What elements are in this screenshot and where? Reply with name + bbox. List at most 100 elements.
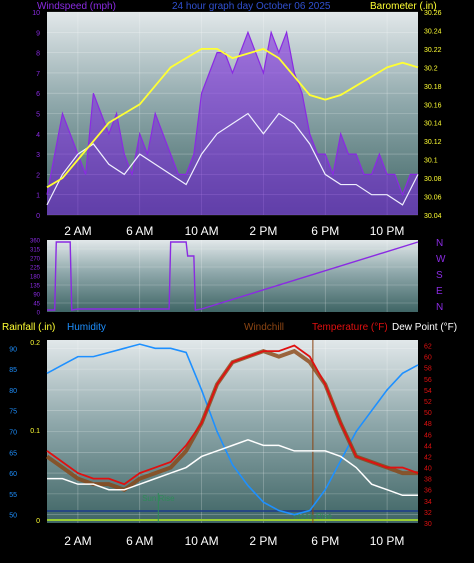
- windchill-label: Windchill: [244, 322, 284, 333]
- rainfall-label: Rainfall (.in): [2, 322, 55, 333]
- compass-letter: W: [436, 254, 446, 265]
- direction-tick-label: 315: [30, 248, 41, 254]
- time-tick-label: 10 AM: [185, 534, 219, 548]
- time-tick-label: 6 AM: [126, 224, 153, 238]
- temperature-series: Sun Rise Moon Rise: [45, 340, 419, 523]
- barometer-tick-label: 30.12: [424, 139, 442, 146]
- barometer-tick-label: 30.04: [424, 213, 442, 220]
- time-tick-label: 10 AM: [185, 224, 219, 238]
- temperature-tick-label: 30: [424, 521, 432, 528]
- humidity-tick-label: 60: [9, 471, 17, 478]
- temperature-tick-label: 38: [424, 477, 432, 484]
- time-tick-label: 6 PM: [311, 224, 339, 238]
- humidity-tick-label: 65: [9, 450, 17, 457]
- temperature-tick-label: 62: [424, 344, 432, 351]
- wind-tick-label: 9: [36, 30, 40, 37]
- direction-tick-label: 0: [37, 311, 41, 317]
- dewpoint-line: [47, 439, 418, 497]
- direction-axis-ticks: 0 45 90 135 180 225 270 315 360: [30, 239, 41, 317]
- humidity-axis-ticks: 50 55 60 65 70 75 80 85 90: [9, 346, 17, 519]
- graph-title: 24 hour graph day October 06 2025: [172, 1, 331, 12]
- barometer-tick-label: 30.2: [424, 65, 438, 72]
- humidity-tick-label: 80: [9, 388, 17, 395]
- compass-letter: N: [436, 302, 443, 313]
- wind-tick-label: 10: [32, 10, 40, 17]
- temperature-tick-label: 36: [424, 488, 432, 495]
- temperature-tick-label: 60: [424, 355, 432, 362]
- direction-tick-label: 180: [30, 275, 41, 281]
- time-tick-label: 2 AM: [64, 224, 91, 238]
- barometer-tick-label: 30.06: [424, 195, 442, 202]
- direction-tick-label: 135: [30, 284, 41, 290]
- temperature-tick-label: 56: [424, 377, 432, 384]
- direction-tick-label: 45: [33, 302, 40, 308]
- barometer-tick-label: 30.14: [424, 121, 442, 128]
- time-tick-label: 10 PM: [370, 224, 405, 238]
- compass-letter: N: [436, 238, 443, 249]
- compass-letter: E: [436, 286, 443, 297]
- time-tick-label: 6 PM: [311, 534, 339, 548]
- wind-tick-label: 6: [36, 91, 40, 98]
- direction-plot-area: [47, 240, 418, 312]
- wind-series: [46, 30, 419, 215]
- humidity-line: [46, 343, 419, 516]
- temperature-tick-label: 54: [424, 388, 432, 395]
- barometer-label: Barometer (.in): [370, 1, 437, 12]
- barometer-axis-ticks: 30.04 30.06 30.08 30.1 30.12 30.14 30.16 30.18 3…: [424, 10, 442, 220]
- wind-tick-label: 8: [36, 51, 40, 58]
- humidity-label: Humidity: [67, 322, 106, 333]
- temperature-tick-label: 44: [424, 443, 432, 450]
- windspeed-label: Windspeed (mph): [37, 1, 116, 12]
- humidity-tick-label: 75: [9, 409, 17, 416]
- wind-average-line: [46, 112, 419, 206]
- direction-tick-label: 360: [30, 239, 41, 245]
- temperature-tick-label: 58: [424, 366, 432, 373]
- wind-tick-label: 4: [36, 132, 40, 139]
- time-tick-label: 2 PM: [249, 534, 277, 548]
- rain-tick-label: 0.2: [30, 340, 40, 347]
- time-tick-label: 10 PM: [370, 534, 405, 548]
- temperature-tick-label: 42: [424, 454, 432, 461]
- temperature-tick-label: 32: [424, 510, 432, 517]
- wind-tick-label: 2: [36, 172, 40, 179]
- temperature-tick-label: 48: [424, 421, 432, 428]
- temperature-tick-label: 34: [424, 499, 432, 506]
- wind-axis-ticks: 0 1 2 3 4 5 6 7 8 9 10: [32, 10, 40, 220]
- wind-tick-label: 7: [36, 71, 40, 78]
- rain-axis-ticks: 0 0.1 0.2: [30, 340, 40, 525]
- temperature-tick-label: 40: [424, 466, 432, 473]
- direction-tick-label: 270: [30, 257, 41, 263]
- humidity-tick-label: 85: [9, 367, 17, 374]
- temperature-line: [46, 344, 419, 486]
- direction-grid: [47, 240, 418, 312]
- direction-series: [47, 241, 419, 311]
- humidity-tick-label: 70: [9, 430, 17, 437]
- temperature-tick-label: 50: [424, 410, 432, 417]
- time-tick-label: 2 PM: [249, 224, 277, 238]
- humidity-tick-label: 90: [9, 346, 17, 353]
- wind-tick-label: 0: [36, 213, 40, 220]
- direction-tick-label: 90: [33, 293, 40, 299]
- rain-tick-label: 0.1: [30, 428, 40, 435]
- temperature-grid: [47, 340, 418, 523]
- direction-tick-label: 225: [30, 266, 41, 272]
- wind-tick-label: 5: [36, 112, 40, 119]
- moonrise-text: Moon Rise: [294, 512, 333, 521]
- wind-direction-line: [47, 241, 419, 311]
- time-axis-bottom: 2 AM 6 AM 10 AM 2 PM 6 PM 10 PM: [64, 534, 404, 548]
- windspeed-line: [46, 30, 418, 197]
- rain-tick-label: 0: [36, 518, 40, 525]
- temperature-tick-label: 46: [424, 432, 432, 439]
- time-tick-label: 6 AM: [126, 534, 153, 548]
- compass-letter: S: [436, 270, 443, 281]
- barometer-tick-label: 30.18: [424, 84, 442, 91]
- barometer-tick-label: 30.22: [424, 47, 442, 54]
- temperature-tick-label: 52: [424, 399, 432, 406]
- dewpoint-label: Dew Point (°F): [392, 322, 457, 333]
- time-axis-top: 2 AM 6 AM 10 AM 2 PM 6 PM 10 PM: [64, 224, 404, 238]
- sunrise-text: Sun Rise: [142, 494, 175, 503]
- humidity-tick-label: 50: [9, 513, 17, 520]
- humidity-tick-label: 55: [9, 492, 17, 499]
